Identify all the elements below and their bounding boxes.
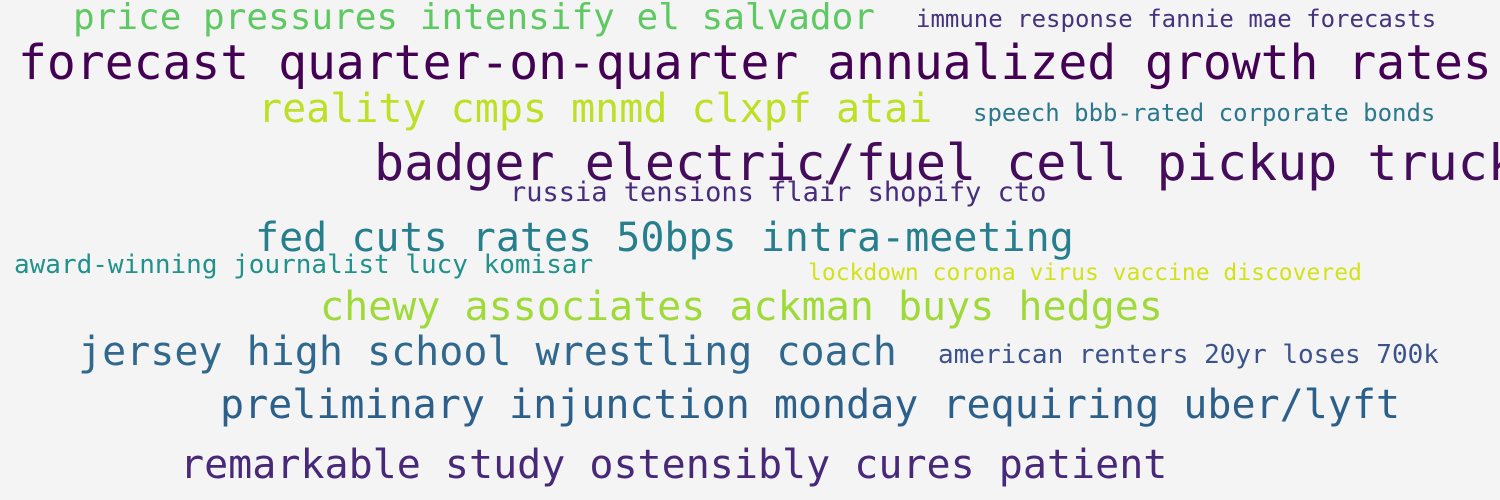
cloud-word: badger electric/fuel cell pickup truck (374, 134, 1500, 192)
cloud-word: chewy associates ackman buys hedges (320, 284, 1163, 330)
cloud-word: reality cmps mnmd clxpf atai (258, 86, 933, 132)
cloud-word: price pressures intensify el salvador (73, 0, 875, 38)
cloud-word: award-winning journalist lucy komisar (14, 250, 594, 280)
cloud-word: fed cuts rates 50bps intra-meeting (255, 215, 1074, 261)
cloud-word: forecast quarter-on-quarter annualized g… (18, 35, 1492, 91)
cloud-word: jersey high school wrestling coach (78, 329, 897, 375)
cloud-word: preliminary injunction monday requiring … (220, 382, 1401, 428)
cloud-word: american renters 20yr loses 700k (938, 340, 1439, 370)
cloud-word: russia tensions flair shopify cto (510, 177, 1047, 208)
cloud-word: speech bbb-rated corporate bonds (973, 99, 1436, 127)
cloud-word: immune response fannie mae forecasts (916, 5, 1437, 33)
cloud-word: remarkable study ostensibly cures patien… (180, 442, 1168, 488)
cloud-word: lockdown corona virus vaccine discovered (808, 260, 1362, 286)
